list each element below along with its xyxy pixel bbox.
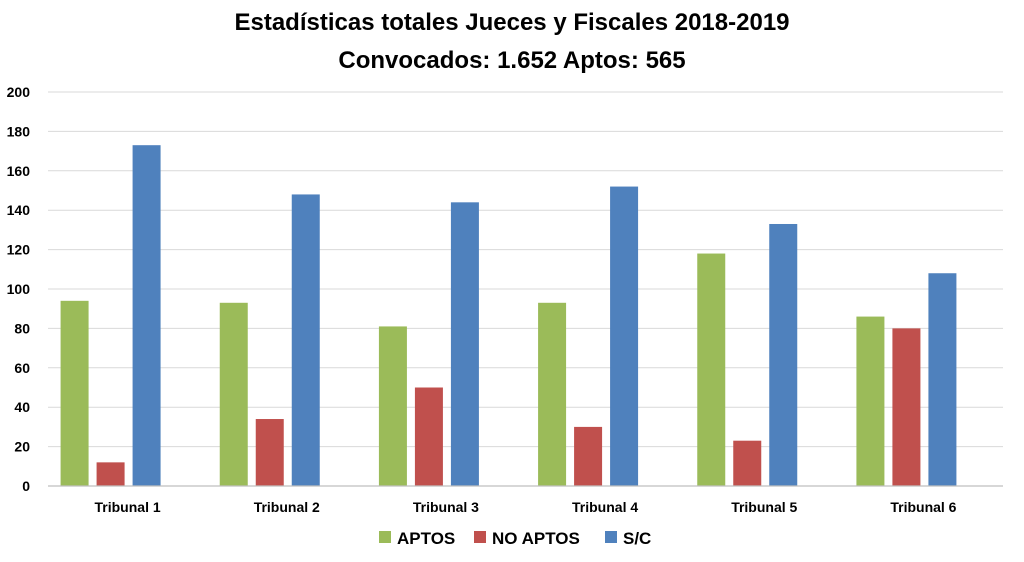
bar-aptos-2 xyxy=(219,302,248,486)
x-tick-label: Tribunal 5 xyxy=(731,499,797,515)
y-tick-label: 60 xyxy=(14,360,30,376)
bar-aptos-4 xyxy=(538,302,567,486)
bar-no-aptos-1 xyxy=(96,462,125,486)
bar-aptos-1 xyxy=(60,300,89,486)
x-tick-label: Tribunal 3 xyxy=(413,499,479,515)
y-tick-label: 100 xyxy=(7,281,31,297)
bar-no-aptos-4 xyxy=(574,426,603,486)
bar-s-c-3 xyxy=(450,202,479,486)
legend-swatch xyxy=(379,531,391,543)
legend-label: NO APTOS xyxy=(492,529,580,548)
y-tick-label: 80 xyxy=(14,320,30,336)
bar-s-c-5 xyxy=(769,223,798,487)
x-tick-label: Tribunal 2 xyxy=(254,499,320,515)
x-tick-label: Tribunal 6 xyxy=(890,499,956,515)
chart-title: Estadísticas totales Jueces y Fiscales 2… xyxy=(234,9,789,36)
legend-label: APTOS xyxy=(397,529,455,548)
bar-aptos-5 xyxy=(697,253,726,486)
bar-aptos-6 xyxy=(856,316,885,486)
bars xyxy=(60,145,957,487)
bar-no-aptos-6 xyxy=(892,328,921,486)
y-tick-label: 40 xyxy=(14,399,30,415)
x-tick-label: Tribunal 1 xyxy=(95,499,161,515)
x-tick-label: Tribunal 4 xyxy=(572,499,638,515)
y-tick-label: 120 xyxy=(7,242,31,258)
bar-s-c-4 xyxy=(610,186,639,486)
legend: APTOS NO APTOS S/C xyxy=(379,529,651,548)
gridlines xyxy=(48,91,1003,448)
bar-s-c-6 xyxy=(928,273,957,486)
legend-swatch xyxy=(605,531,617,543)
bar-no-aptos-3 xyxy=(414,387,443,486)
y-tick-label: 0 xyxy=(22,478,30,494)
y-tick-label: 140 xyxy=(7,202,31,218)
bar-no-aptos-2 xyxy=(255,419,284,486)
bar-aptos-3 xyxy=(378,326,407,486)
y-axis: 0 20 40 60 80 100 120 140 160 180 200 xyxy=(7,84,31,494)
y-tick-label: 20 xyxy=(14,439,30,455)
x-axis: Tribunal 1 Tribunal 2 Tribunal 3 Tribunal 4… xyxy=(48,485,1003,515)
y-tick-label: 200 xyxy=(7,84,31,100)
legend-label: S/C xyxy=(623,529,651,548)
bar-s-c-2 xyxy=(291,194,320,486)
legend-swatch xyxy=(474,531,486,543)
y-tick-label: 180 xyxy=(7,123,31,139)
y-tick-label: 160 xyxy=(7,163,31,179)
bar-s-c-1 xyxy=(132,145,161,486)
chart-subtitle: Convocados: 1.652 Aptos: 565 xyxy=(338,47,685,74)
bar-no-aptos-5 xyxy=(733,440,762,486)
